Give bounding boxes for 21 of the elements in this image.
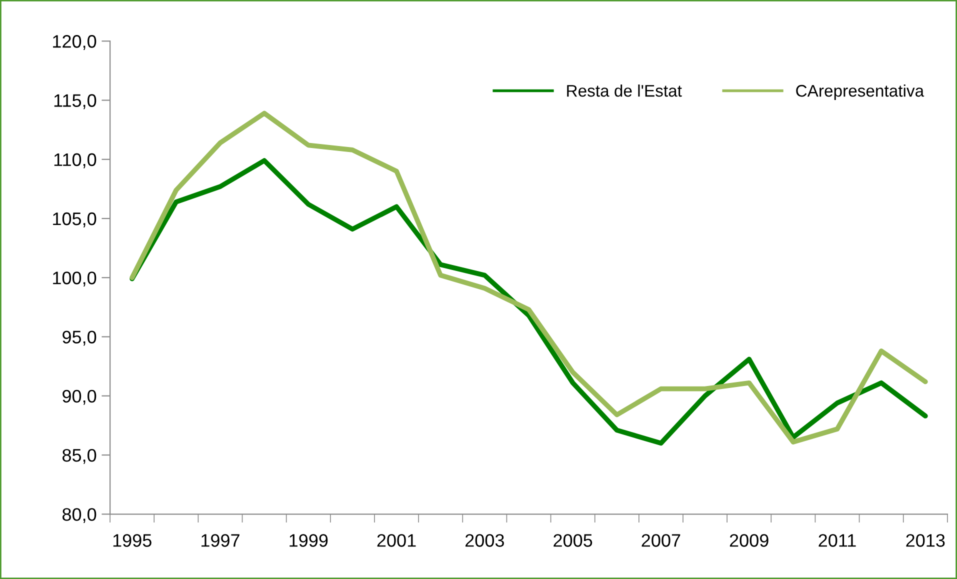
x-tick-label: 1997 xyxy=(202,534,240,547)
x-tick-label: 1999 xyxy=(290,534,328,547)
x-tick-label: 2005 xyxy=(554,534,592,547)
x-tick-label: 2011 xyxy=(818,534,856,547)
x-tick-label: 2013 xyxy=(906,534,945,547)
y-tick-label: 120,0 xyxy=(53,35,96,50)
y-tick-label: 115,0 xyxy=(54,94,96,110)
x-tick-label: 2007 xyxy=(642,534,680,547)
y-tick-label: 80,0 xyxy=(62,508,96,524)
y-tick-label: 85,0 xyxy=(62,448,96,464)
y-tick-label: 95,0 xyxy=(62,330,96,346)
y-tick-label: 90,0 xyxy=(62,390,96,405)
x-tick-label: 2003 xyxy=(465,534,504,547)
x-tick-label: 1995 xyxy=(113,534,152,547)
y-tick-label: 100,0 xyxy=(53,272,96,286)
legend-label: Resta de l'Estat xyxy=(567,84,682,97)
y-tick-label: 110,0 xyxy=(54,153,96,168)
x-tick-label: 2001 xyxy=(377,534,416,547)
y-tick-label: 105,0 xyxy=(53,212,96,228)
x-tick-label: 2009 xyxy=(730,534,768,547)
legend-label: CArepresentativa xyxy=(796,84,924,100)
